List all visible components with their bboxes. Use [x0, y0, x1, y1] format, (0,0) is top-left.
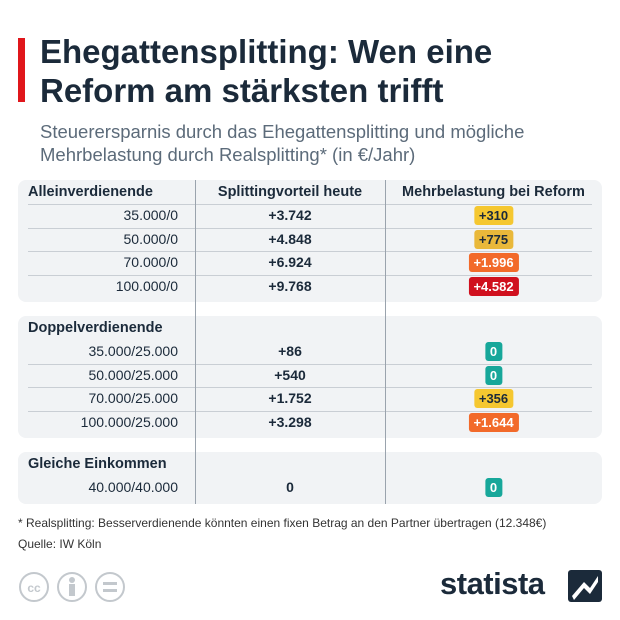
burden-badge: 0	[484, 365, 503, 385]
logo-icon	[568, 570, 602, 602]
accent-bar	[18, 38, 25, 102]
advantage: 0	[286, 479, 294, 495]
burden-badge: +356	[473, 389, 514, 408]
income: 70.000/0	[123, 254, 179, 270]
row-line	[28, 227, 592, 229]
row-line	[28, 363, 592, 365]
advantage: +3.742	[268, 207, 312, 223]
burden-badge: +1.644	[468, 412, 519, 432]
burden-badge: +775	[473, 229, 514, 249]
income: 100.000/25.000	[80, 413, 178, 430]
column-header: Splittingvorteil heute	[217, 184, 363, 200]
note: * Realsplitting: Besserverdienende könnt…	[18, 516, 547, 530]
advantage: +86	[278, 343, 302, 359]
row-line	[28, 387, 592, 388]
group-label: Alleinverdienende	[28, 184, 153, 200]
burden-badge: +310	[473, 206, 514, 225]
row-line	[28, 274, 592, 276]
income: 70.000/25.000	[88, 390, 178, 406]
logo: statista	[440, 566, 545, 601]
title: Ehegattensplitting: Wen eine Reform am s…	[40, 33, 493, 109]
burden-badge: +1.996	[468, 253, 519, 272]
row-line	[28, 410, 592, 412]
group-panel	[18, 452, 602, 504]
advantage: +1.752	[268, 390, 312, 406]
subtitle: Steuerersparnis durch das Ehegattensplit…	[40, 121, 525, 165]
row-line	[28, 204, 592, 205]
burden-badge: 0	[484, 342, 503, 361]
column-divider	[195, 180, 196, 504]
advantage: +3.298	[268, 413, 312, 430]
row-line	[28, 251, 592, 252]
burden-badge: 0	[484, 478, 503, 497]
svg-text:cc: cc	[27, 581, 41, 595]
column-header: Mehrbelastung bei Reform	[402, 184, 585, 200]
source: Quelle: IW Köln	[18, 537, 102, 551]
group-label: Doppelverdienende	[28, 320, 163, 336]
income: 35.000/0	[123, 207, 179, 223]
burden-badge: +4.582	[468, 276, 519, 296]
column-divider	[385, 180, 386, 504]
license-icons: cc	[19, 572, 125, 602]
income: 50.000/0	[123, 230, 179, 247]
advantage: +9.768	[268, 277, 312, 294]
group-label: Gleiche Einkommen	[28, 456, 167, 472]
advantage: +6.924	[268, 254, 312, 270]
advantage: +4.848	[268, 230, 312, 247]
income: 40.000/40.000	[88, 479, 178, 495]
income: 50.000/25.000	[88, 366, 178, 383]
advantage: +540	[274, 366, 306, 383]
income: 100.000/0	[115, 277, 178, 294]
income: 35.000/25.000	[88, 343, 178, 359]
